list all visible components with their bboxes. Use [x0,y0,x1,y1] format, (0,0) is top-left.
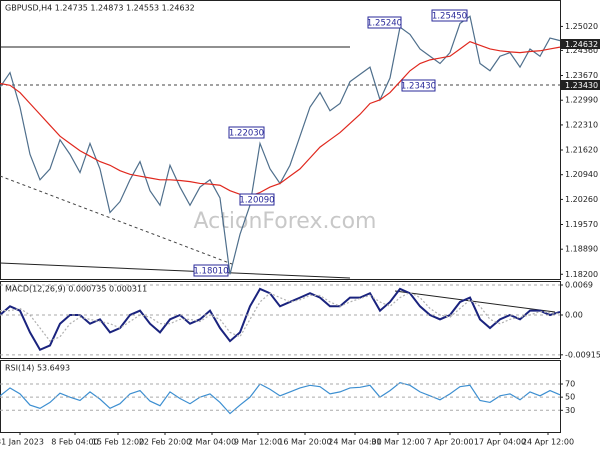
y-tick-label: 0.0069 [565,281,593,290]
annotation: 1.25240 [367,19,402,29]
price-label-box [561,80,600,90]
series-line [0,41,561,197]
y-tick-label: 1.21620 [565,145,598,154]
y-tick-label: 1.19570 [565,220,598,229]
y-tick-label: -0.009158 [565,350,600,359]
annotation-box [239,193,275,206]
panel-title: MACD(12,26,9) 0.000735 0.000311 [5,285,147,294]
series-line [0,382,561,415]
y-tick-label: 1.24360 [565,46,598,55]
series-line [0,291,561,342]
y-tick-label: 1.20940 [565,170,598,179]
x-tick-label: 2 Mar 04:00 [188,438,236,447]
price-label: 1.23430 [565,81,598,90]
x-tick-label: 31 Mar 12:00 [371,438,424,447]
x-tick-label: 24 Apr 12:00 [522,438,574,447]
y-tick-label: 1.18200 [565,270,598,279]
rsi-panel [0,360,561,433]
x-tick-label: 31 Jan 2023 [0,438,44,447]
x-tick-label: 17 Apr 04:00 [474,438,526,447]
y-tick-label: 1.20260 [565,195,598,204]
macd-panel [0,281,561,359]
x-tick-label: 9 Mar 12:00 [234,438,282,447]
annotation-box [401,79,436,92]
price-panel [0,0,561,280]
x-tick-label: 22 Feb 20:00 [139,438,191,447]
y-tick-label: 1.22990 [565,96,598,105]
price-label-box [561,39,600,49]
price-label: 1.24632 [565,40,598,49]
annotation-box [431,9,468,22]
trend-line [0,175,233,265]
annotation: 1.23430 [401,82,436,92]
y-tick-label: 1.22310 [565,120,598,129]
annotation: 1.22030 [229,129,264,139]
panel-title: RSI(14) 53.6493 [5,364,70,373]
x-tick-label: 8 Feb 04:00 [51,438,98,447]
y-tick-label: 1.25020 [565,22,598,31]
y-tick-label: 50 [565,393,575,402]
watermark: ActionForex.com [194,209,377,234]
x-tick-label: 24 Mar 04:00 [328,438,381,447]
chart-title: GBPUSD,H4 1.24735 1.24873 1.24553 1.2463… [5,4,195,13]
x-tick-label: 7 Apr 20:00 [426,438,473,447]
y-tick-label: 0.00 [565,311,583,320]
y-tick-label: 70 [565,380,575,389]
x-tick-label: 15 Feb 12:00 [92,438,144,447]
annotation: 1.20090 [239,196,274,206]
annotation: 1.18010 [193,267,228,277]
annotation-box [228,126,265,139]
series-line [0,15,561,275]
series-line [0,287,561,352]
annotation-box [193,264,229,277]
annotation-box [367,16,402,29]
annotation: 1.25450 [432,12,467,22]
y-tick-label: 30 [565,406,575,415]
y-tick-label: 1.23670 [565,71,598,80]
y-tick-label: 1.18890 [565,245,598,254]
trend-line [0,262,351,279]
x-tick-label: 16 Mar 20:00 [278,438,331,447]
macd-trend-line [394,290,556,313]
